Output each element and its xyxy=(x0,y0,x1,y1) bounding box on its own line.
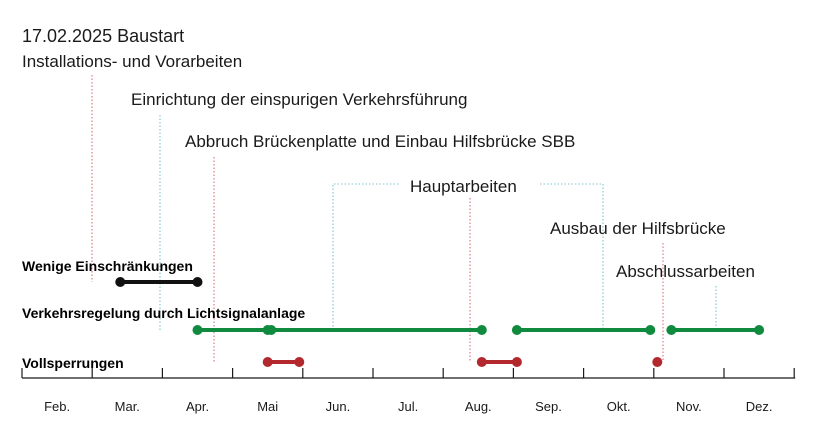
phase-label-einrichtung: Einrichtung der einspurigen Verkehrsführ… xyxy=(131,90,467,109)
month-label: Okt. xyxy=(607,399,631,414)
month-label: Dez. xyxy=(746,399,773,414)
closures-dot xyxy=(294,357,305,367)
closures-dot xyxy=(476,357,487,367)
signals-dot xyxy=(192,325,203,335)
signals-dot xyxy=(645,325,656,335)
month-label: Nov. xyxy=(676,399,702,414)
legend-label-few-restrictions: Wenige Einschränkungen xyxy=(22,258,193,274)
start-date-label: 17.02.2025 Baustart xyxy=(22,26,184,46)
phase-label-ausbau: Ausbau der Hilfsbrücke xyxy=(550,219,726,238)
month-label: Aug. xyxy=(465,399,492,414)
phase-label-abbruch: Abbruch Brückenplatte und Einbau Hilfsbr… xyxy=(185,132,575,151)
closures-dot xyxy=(652,357,663,367)
few-dot xyxy=(115,277,126,287)
month-axis: Feb. Mar. Apr. Mai Jun. Jul. Aug. Sep. Okt. Nov. D… xyxy=(21,368,796,414)
connector-hauptarbeiten-right xyxy=(540,183,604,330)
month-label: Feb. xyxy=(44,399,70,414)
legend-label-traffic-signals: Verkehrsregelung durch Lichtsignalanlage xyxy=(22,305,305,321)
few-dot xyxy=(192,277,203,287)
month-label: Mai xyxy=(257,399,278,414)
month-label: Sep. xyxy=(535,399,562,414)
start-subtitle-label: Installations- und Vorarbeiten xyxy=(22,52,242,71)
month-label: Jun. xyxy=(326,399,351,414)
closures-dot xyxy=(511,357,522,367)
month-label: Apr. xyxy=(186,399,209,414)
month-label: Jul. xyxy=(398,399,418,414)
month-label: Mar. xyxy=(115,399,140,414)
connector-lines xyxy=(91,75,717,362)
signals-dot xyxy=(266,325,277,335)
closures-dot xyxy=(262,357,273,367)
signals-dot xyxy=(476,325,487,335)
connector-hauptarbeiten-left xyxy=(332,183,400,330)
phase-label-abschluss: Abschlussarbeiten xyxy=(616,262,755,281)
signals-dot xyxy=(666,325,677,335)
signals-dot xyxy=(511,325,522,335)
phase-label-hauptarbeiten: Hauptarbeiten xyxy=(410,177,517,196)
timeline-bars xyxy=(115,277,765,367)
legend-label-full-closures: Vollsperrungen xyxy=(22,355,124,371)
signals-dot xyxy=(754,325,765,335)
